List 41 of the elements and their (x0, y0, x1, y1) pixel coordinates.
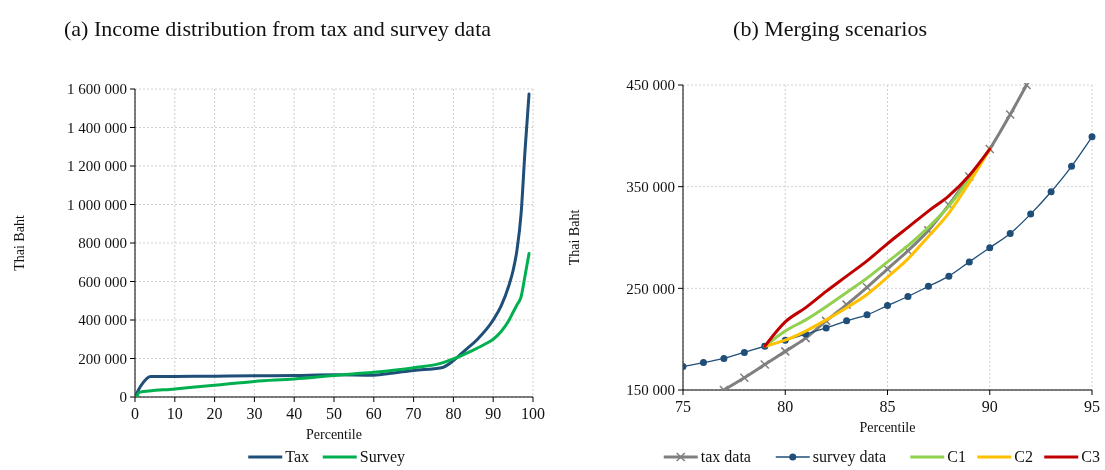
x-tick-label: 90 (981, 398, 998, 415)
x-tick-label: 100 (521, 405, 545, 422)
y-tick-label: 1 400 000 (67, 119, 127, 136)
legend-label: survey data (812, 448, 887, 466)
y-tick-label: 450 000 (626, 77, 675, 94)
legend-label: C3 (1081, 448, 1100, 465)
y-tick-label: 400 000 (78, 312, 127, 329)
y-tick-label: 350 000 (626, 178, 675, 195)
x-tick-label: 80 (777, 398, 794, 415)
y-tick-label: 800 000 (78, 235, 127, 252)
y-axis-title: Thai Baht (567, 209, 582, 266)
x-tick-label: 0 (131, 405, 139, 422)
x-tick-label: 90 (485, 405, 502, 422)
legend-label: C2 (1014, 448, 1033, 465)
x-tick-label: 30 (246, 405, 263, 422)
legend-label: tax data (700, 448, 751, 465)
x-axis-title: Percentile (306, 427, 362, 442)
y-tick-label: 1 200 000 (67, 158, 127, 175)
x-tick-label: 80 (445, 405, 462, 422)
x-tick-label: 85 (879, 398, 896, 415)
y-tick-label: 150 000 (626, 382, 675, 399)
x-tick-label: 50 (326, 405, 342, 422)
x-tick-label: 20 (206, 405, 223, 422)
chart-title: (a) Income distribution from tax and survey data (63, 16, 492, 41)
x-tick-label: 70 (405, 405, 422, 422)
chart-title: (b) Merging scenarios (733, 16, 927, 41)
y-tick-label: 600 000 (78, 273, 127, 290)
y-tick-label: 200 000 (78, 350, 127, 367)
legend-label: C1 (947, 448, 966, 465)
x-tick-label: 75 (675, 398, 691, 415)
y-tick-label: 250 000 (626, 280, 675, 297)
x-tick-label: 40 (286, 405, 303, 422)
y-tick-label: 1 600 000 (67, 81, 127, 98)
y-tick-label: 1 000 000 (67, 196, 127, 213)
x-tick-label: 10 (166, 405, 183, 422)
y-axis-title: Thai Baht (12, 215, 27, 271)
legend-label: Survey (359, 448, 406, 466)
x-tick-label: 95 (1084, 398, 1100, 415)
x-tick-label: 60 (365, 405, 382, 422)
x-axis-title: Percentile (859, 420, 916, 435)
legend-label: Tax (285, 448, 310, 465)
